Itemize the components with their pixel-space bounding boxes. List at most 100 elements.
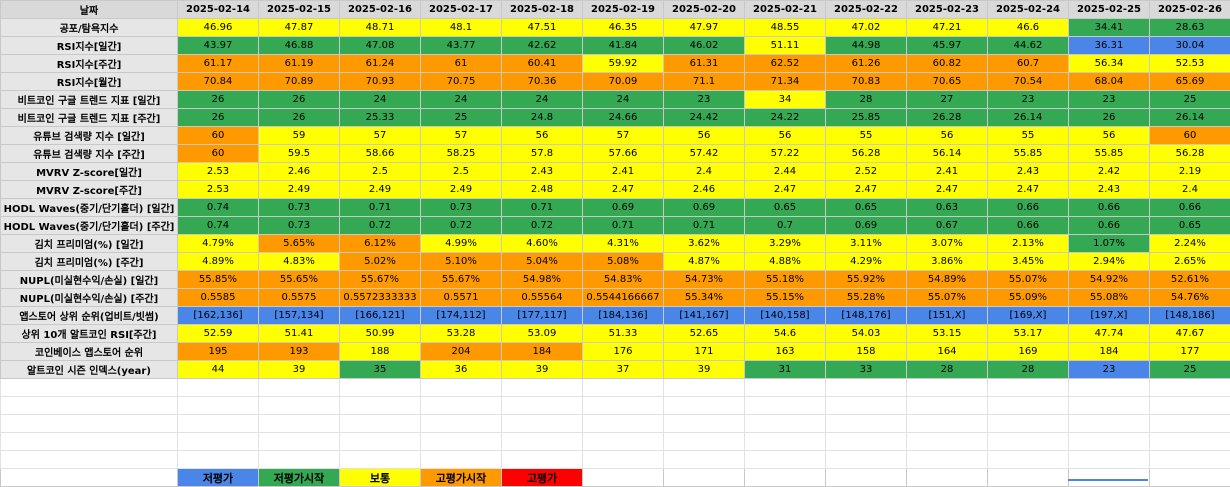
value-cell[interactable]: 70.09 bbox=[583, 73, 664, 91]
value-cell[interactable]: 47.51 bbox=[502, 19, 583, 37]
value-cell[interactable]: 54.89% bbox=[907, 271, 988, 289]
value-cell[interactable]: 46.96 bbox=[178, 19, 259, 37]
row-label-cell[interactable]: MVRV Z-score[일간] bbox=[1, 163, 178, 181]
value-cell[interactable]: 57 bbox=[340, 127, 421, 145]
empty-cell[interactable] bbox=[745, 433, 826, 451]
value-cell[interactable]: 2.47 bbox=[826, 181, 907, 199]
value-cell[interactable]: 57 bbox=[583, 127, 664, 145]
value-cell[interactable]: 28 bbox=[907, 361, 988, 379]
value-cell[interactable]: 4.29% bbox=[826, 253, 907, 271]
value-cell[interactable]: 4.60% bbox=[502, 235, 583, 253]
date-header-cell[interactable]: 2025-02-26 bbox=[1150, 1, 1230, 19]
row-label-cell[interactable]: 비트코인 구글 트렌드 지표 [주간] bbox=[1, 109, 178, 127]
empty-cell[interactable] bbox=[583, 415, 664, 433]
value-cell[interactable]: 31 bbox=[745, 361, 826, 379]
value-cell[interactable]: 52.65 bbox=[664, 325, 745, 343]
empty-cell[interactable] bbox=[340, 451, 421, 469]
value-cell[interactable]: 54.76% bbox=[1150, 289, 1230, 307]
value-cell[interactable]: 4.31% bbox=[583, 235, 664, 253]
value-cell[interactable]: 164 bbox=[907, 343, 988, 361]
value-cell[interactable]: 26 bbox=[1069, 109, 1150, 127]
value-cell[interactable]: 60 bbox=[1150, 127, 1230, 145]
value-cell[interactable]: 24 bbox=[421, 91, 502, 109]
value-cell[interactable]: 0.67 bbox=[907, 217, 988, 235]
value-cell[interactable]: 23 bbox=[664, 91, 745, 109]
empty-cell[interactable] bbox=[259, 433, 340, 451]
value-cell[interactable]: 195 bbox=[178, 343, 259, 361]
legend-cell-4[interactable]: 고평가시작 bbox=[421, 469, 502, 487]
value-cell[interactable]: 0.55564 bbox=[502, 289, 583, 307]
value-cell[interactable]: 23 bbox=[1069, 361, 1150, 379]
value-cell[interactable]: 54.92% bbox=[1069, 271, 1150, 289]
value-cell[interactable]: 23 bbox=[1069, 91, 1150, 109]
value-cell[interactable]: [140,158] bbox=[745, 307, 826, 325]
value-cell[interactable]: 0.74 bbox=[178, 199, 259, 217]
empty-cell[interactable] bbox=[907, 397, 988, 415]
empty-cell[interactable] bbox=[988, 379, 1069, 397]
value-cell[interactable]: [141,167] bbox=[664, 307, 745, 325]
value-cell[interactable]: 56 bbox=[502, 127, 583, 145]
value-cell[interactable]: 70.93 bbox=[340, 73, 421, 91]
value-cell[interactable]: 25 bbox=[421, 109, 502, 127]
value-cell[interactable]: 34 bbox=[745, 91, 826, 109]
empty-cell[interactable] bbox=[259, 379, 340, 397]
value-cell[interactable]: 4.88% bbox=[745, 253, 826, 271]
value-cell[interactable]: 54.98% bbox=[502, 271, 583, 289]
empty-cell[interactable] bbox=[583, 433, 664, 451]
value-cell[interactable]: 2.46 bbox=[664, 181, 745, 199]
empty-cell[interactable] bbox=[259, 451, 340, 469]
value-cell[interactable]: 2.46 bbox=[259, 163, 340, 181]
empty-cell[interactable] bbox=[583, 397, 664, 415]
value-cell[interactable]: 23 bbox=[988, 91, 1069, 109]
corner-cell[interactable]: 날짜 bbox=[1, 1, 178, 19]
value-cell[interactable]: 177 bbox=[1150, 343, 1230, 361]
value-cell[interactable]: 2.49 bbox=[421, 181, 502, 199]
value-cell[interactable]: 70.65 bbox=[907, 73, 988, 91]
empty-cell[interactable] bbox=[1150, 433, 1230, 451]
value-cell[interactable]: 36 bbox=[421, 361, 502, 379]
value-cell[interactable]: 43.97 bbox=[178, 37, 259, 55]
value-cell[interactable]: 55.67% bbox=[340, 271, 421, 289]
value-cell[interactable]: 61.26 bbox=[826, 55, 907, 73]
empty-cell[interactable] bbox=[1150, 469, 1230, 487]
value-cell[interactable]: 70.75 bbox=[421, 73, 502, 91]
value-cell[interactable]: 26 bbox=[178, 109, 259, 127]
value-cell[interactable]: 0.72 bbox=[502, 217, 583, 235]
value-cell[interactable]: 55.09% bbox=[988, 289, 1069, 307]
value-cell[interactable]: 30.04 bbox=[1150, 37, 1230, 55]
value-cell[interactable]: 52.61% bbox=[1150, 271, 1230, 289]
empty-cell[interactable] bbox=[502, 433, 583, 451]
date-header-cell[interactable]: 2025-02-17 bbox=[421, 1, 502, 19]
value-cell[interactable]: 55.85% bbox=[178, 271, 259, 289]
value-cell[interactable]: 55.65% bbox=[259, 271, 340, 289]
empty-cell[interactable] bbox=[664, 433, 745, 451]
value-cell[interactable]: 0.69 bbox=[826, 217, 907, 235]
value-cell[interactable]: 55.28% bbox=[826, 289, 907, 307]
value-cell[interactable]: 2.41 bbox=[583, 163, 664, 181]
value-cell[interactable]: 171 bbox=[664, 343, 745, 361]
value-cell[interactable]: 0.5575 bbox=[259, 289, 340, 307]
value-cell[interactable]: 55.34% bbox=[664, 289, 745, 307]
empty-cell[interactable] bbox=[421, 397, 502, 415]
value-cell[interactable]: 53.15 bbox=[907, 325, 988, 343]
value-cell[interactable]: 1.07% bbox=[1069, 235, 1150, 253]
value-cell[interactable]: 2.47 bbox=[907, 181, 988, 199]
value-cell[interactable]: 70.36 bbox=[502, 73, 583, 91]
empty-cell[interactable] bbox=[907, 469, 988, 487]
empty-cell[interactable] bbox=[1, 379, 178, 397]
value-cell[interactable]: [184,136] bbox=[583, 307, 664, 325]
empty-cell[interactable] bbox=[988, 451, 1069, 469]
value-cell[interactable]: 61.24 bbox=[340, 55, 421, 73]
value-cell[interactable]: 5.10% bbox=[421, 253, 502, 271]
value-cell[interactable]: 27 bbox=[907, 91, 988, 109]
value-cell[interactable]: 0.66 bbox=[1150, 199, 1230, 217]
value-cell[interactable]: 204 bbox=[421, 343, 502, 361]
value-cell[interactable]: 65.69 bbox=[1150, 73, 1230, 91]
value-cell[interactable]: 2.43 bbox=[502, 163, 583, 181]
value-cell[interactable]: 57 bbox=[421, 127, 502, 145]
value-cell[interactable]: 70.84 bbox=[178, 73, 259, 91]
value-cell[interactable]: 0.65 bbox=[826, 199, 907, 217]
empty-cell[interactable] bbox=[340, 433, 421, 451]
value-cell[interactable]: 2.43 bbox=[988, 163, 1069, 181]
value-cell[interactable]: 61 bbox=[421, 55, 502, 73]
